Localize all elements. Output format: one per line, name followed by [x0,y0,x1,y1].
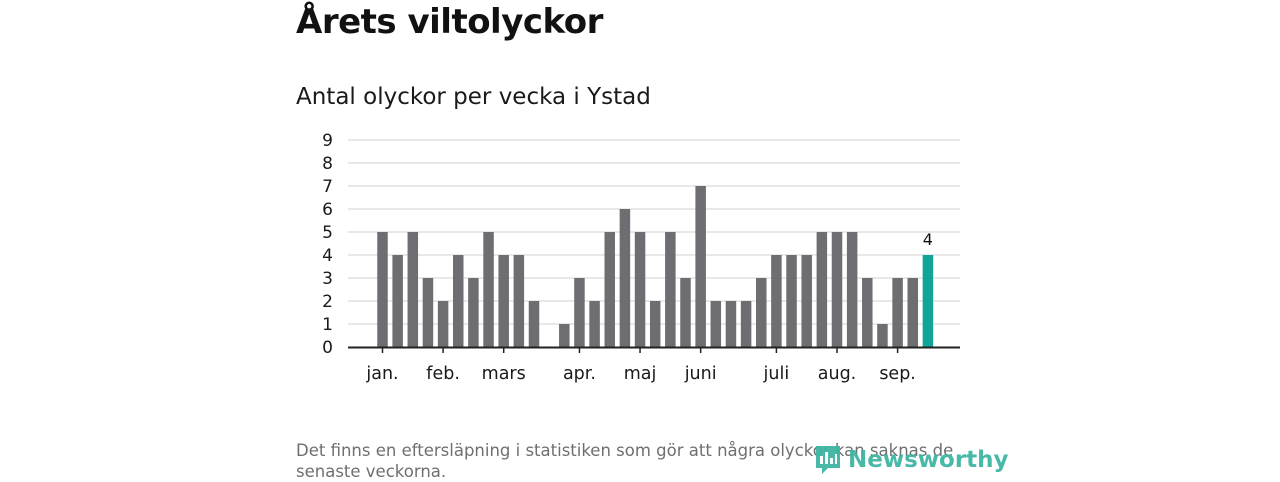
bar [437,301,449,347]
bar [604,232,615,347]
y-axis-ticks: 0 1 2 3 4 5 6 7 8 9 [322,131,333,358]
bar [710,301,722,347]
bar [877,324,888,347]
y-tick-label: 0 [322,338,333,358]
bar [801,255,812,347]
bar [831,232,843,347]
x-tick-label: feb. [426,364,460,384]
x-tick-label: juni [684,364,717,384]
y-tick-label: 5 [322,223,333,243]
bar [695,186,706,347]
x-axis-ticks: jan. feb. mars apr. maj juni juli aug. sep. [365,347,916,384]
bar [680,278,691,347]
x-tick-label: apr. [563,364,596,384]
x-tick-label: sep. [879,364,916,384]
bar [453,255,464,347]
bar [377,232,388,347]
bar [483,232,494,347]
data-label: 4 [923,230,933,249]
bar-chart: 0 1 2 3 4 5 6 7 8 9 jan. feb. mars apr. maj juni juli au… [322,131,960,384]
bar [407,232,419,347]
bar [892,278,903,347]
gridlines [348,139,960,325]
footnote: Det finns en eftersläpning i statistiken… [296,441,954,481]
chart-subtitle: Antal olyckor per vecka i Ystad [296,84,651,110]
y-tick-label: 1 [322,315,333,335]
y-tick-label: 7 [322,177,333,197]
bar [649,301,661,347]
x-tick-label: jan. [365,364,398,384]
brand-name: Newsworthy [848,447,1009,473]
bar [422,278,434,347]
bars [377,186,934,347]
bar [665,232,676,347]
bar [574,278,585,347]
bar [559,324,570,347]
y-tick-label: 4 [322,246,333,266]
y-tick-label: 3 [322,269,333,289]
bar [513,255,525,347]
bar [498,255,509,347]
bar [589,301,600,347]
newsworthy-logo-icon [816,446,840,474]
bar [528,301,540,347]
data-labels: 4 [923,230,933,249]
y-tick-label: 9 [322,131,333,151]
x-tick-label: mars [482,364,526,384]
bar [392,255,403,347]
bar [619,209,631,347]
bar [740,301,752,347]
chart-title: Årets viltolyckor [296,2,603,42]
bar [725,301,737,347]
bar [634,232,646,347]
bar [771,255,782,347]
brand-logo: Newsworthy [814,444,1009,476]
x-tick-label: aug. [818,364,857,384]
y-tick-label: 6 [322,200,333,220]
bar [862,278,873,347]
bar [468,278,479,347]
bar [907,278,918,347]
y-tick-label: 2 [322,292,333,312]
x-tick-label: juli [763,364,790,384]
bar [786,255,797,347]
bar [756,278,767,347]
bar [846,232,858,347]
x-tick-label: maj [624,364,657,384]
bar-highlight [922,255,934,347]
bar [816,232,828,347]
y-tick-label: 8 [322,154,333,174]
